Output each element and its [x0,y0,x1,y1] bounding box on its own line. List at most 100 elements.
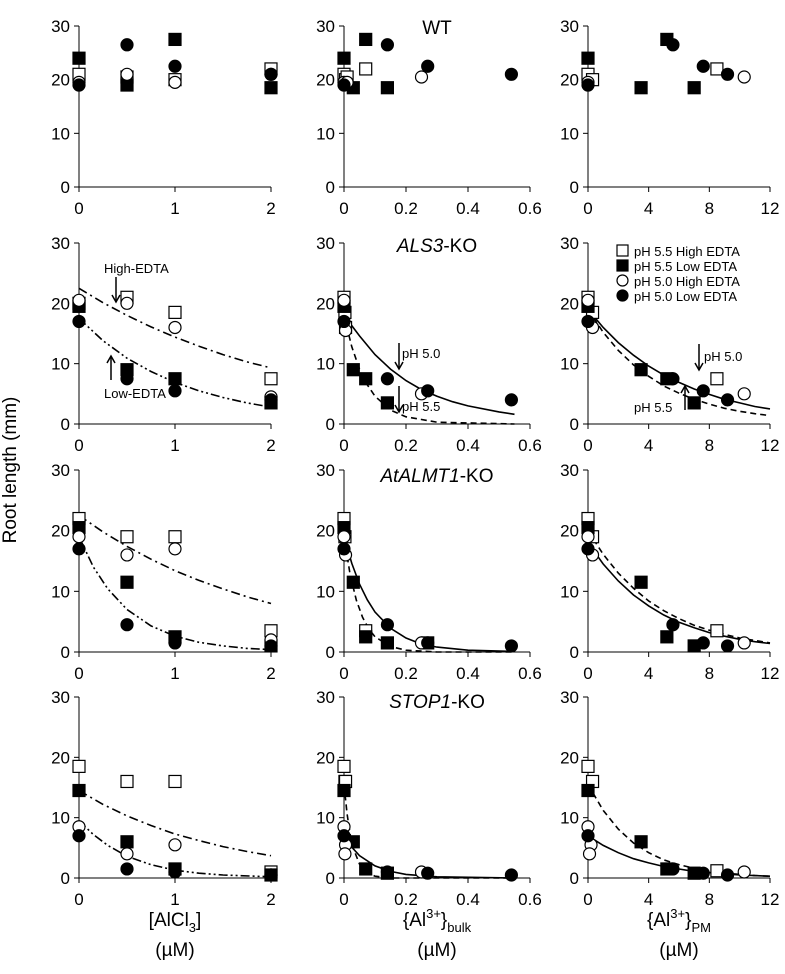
data-point-square [264,372,278,386]
data-point-circle [720,67,735,81]
data-point-square [359,862,373,876]
annotation-low-edta: Low-EDTA [104,386,166,401]
fit-curve-dashed [343,315,515,425]
data-point-square [581,759,595,773]
y-tick-label: 0 [61,415,70,434]
data-point-circle [504,393,518,407]
x-axis-unit: (µM) [155,940,194,961]
x-tick-label: 4 [644,664,653,683]
panel-stop1-ko-col2: 0 10 20 30 0 0.2 0.4 0.6 [316,688,542,909]
data-point-circle [72,530,86,544]
data-point-circle [380,38,394,52]
data-point-circle [666,862,680,876]
data-point-square [264,81,278,95]
x-tick-label: 0 [339,436,348,455]
y-tick-label: 0 [570,178,579,197]
data-point-circle [737,387,751,401]
y-tick-label: 10 [560,582,579,601]
x-tick-label: 8 [705,664,714,683]
data-point-circle [120,67,134,81]
data-point-circle [168,542,182,556]
data-point-circle [414,70,429,84]
y-tick-label: 20 [560,294,579,313]
x-tick-label: 1 [170,890,179,909]
y-tick-label: 30 [316,17,335,36]
data-point-circle [337,78,351,92]
data-point-circle [337,293,351,307]
fit-curve-dashed [587,308,771,417]
data-point-circle [720,393,735,407]
y-tick-label: 30 [560,688,579,707]
x-axis-unit: (µM) [659,940,698,961]
legend-marker-circle [616,274,629,287]
x-tick-label: 0 [583,890,592,909]
x-axis-unit: (µM) [417,940,456,961]
annotation-ph55-bulk: pH 5.5 [402,399,440,414]
data-point-circle [737,865,751,879]
data-point-circle [168,384,182,398]
data-point-circle [737,636,751,650]
legend-item: pH 5.5 Low EDTA [616,259,737,274]
y-tick-label: 10 [560,124,579,143]
data-point-circle [380,618,394,632]
data-point-square [346,363,360,377]
data-point-square [168,305,182,319]
x-tick-label: 0.6 [518,890,542,909]
y-tick-label: 0 [326,415,335,434]
arrow-ph55-bulk [394,386,404,414]
y-tick-label: 0 [570,643,579,662]
y-tick-label: 10 [51,355,70,374]
annotations: High-EDTA Low-EDTA pH 5.0 pH 5.5 pH 5.0 pH 5.… [104,261,742,415]
annotation-ph50-bulk: pH 5.0 [402,346,440,361]
x-tick-label: 2 [266,436,275,455]
data-point-circle [168,59,182,73]
data-point-circle [72,542,86,556]
row-title: STOP1-KO [389,692,485,713]
data-point-circle [421,866,435,880]
x-axis-label: {Al3+}PM [647,906,711,935]
data-point-circle [720,868,735,882]
panel-stop1-ko-col1: 0 10 20 30 0 1 2 [51,688,278,909]
y-tick-label: 20 [560,71,579,90]
panel-atalmt1-ko-col3: 0 10 20 30 0 4 8 12 [560,461,779,683]
data-point-square [380,81,394,95]
data-point-circle [120,296,134,310]
x-tick-label: 1 [170,199,179,218]
x-tick-label: 4 [644,436,653,455]
x-tick-label: 0.4 [456,664,480,683]
y-tick-label: 10 [560,809,579,828]
x-tick-label: 0 [583,199,592,218]
y-tick-label: 20 [51,294,70,313]
y-tick-label: 30 [560,17,579,36]
data-point-circle [168,320,182,335]
data-point-circle [168,838,182,852]
x-tick-label: 12 [761,664,780,683]
data-point-circle [696,636,710,650]
data-point-circle [380,865,394,879]
y-tick-label: 20 [316,522,335,541]
fit-curve-dash-dot [78,287,272,369]
x-axis-label: {Al3+}bulk [403,906,472,935]
y-tick-label: 30 [560,234,579,253]
data-point-circle [581,78,595,92]
fit-curve-dashed [587,784,771,877]
data-point-circle [120,862,134,876]
y-tick-label: 20 [51,71,70,90]
y-tick-label: 30 [51,688,70,707]
x-tick-label: 0.6 [518,199,542,218]
x-tick-label: 2 [266,199,275,218]
x-tick-label: 0.4 [456,436,480,455]
data-point-circle [421,384,435,398]
x-tick-label: 2 [266,890,275,909]
data-point-square [120,774,134,789]
data-point-square [380,636,394,650]
x-tick-label: 8 [705,199,714,218]
annotation-ph55-pm: pH 5.5 [634,400,672,415]
y-tick-label: 30 [316,688,335,707]
data-point-square [168,372,182,386]
x-tick-label: 12 [761,890,780,909]
y-tick-label: 0 [326,643,335,662]
y-tick-label: 0 [570,869,579,888]
